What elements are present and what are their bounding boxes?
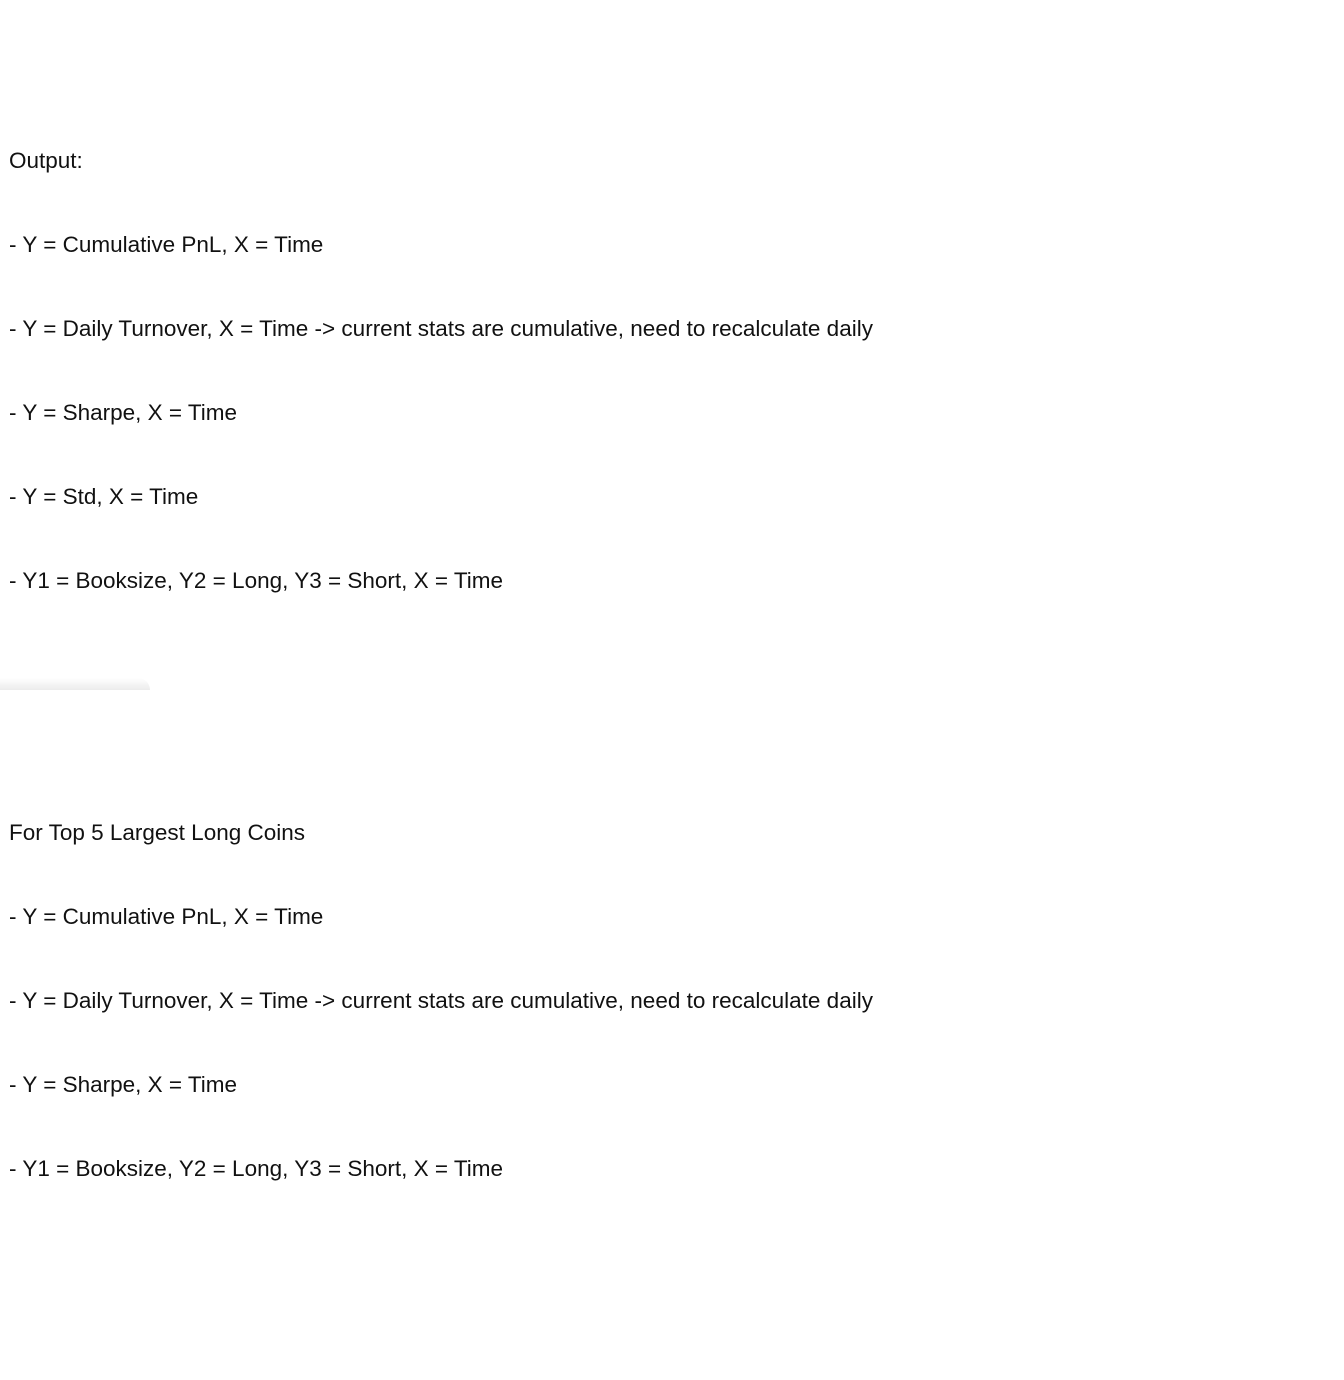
list-item: - Y = Daily Turnover, X = Time -> curren… <box>9 988 873 1013</box>
list-item: - Y = Daily Turnover, X = Time -> curren… <box>9 316 873 341</box>
list-item: - Y1 = Booksize, Y2 = Long, Y3 = Short, … <box>9 1156 504 1181</box>
document-body: Output: - Y = Cumulative PnL, X = Time -… <box>9 7 873 1380</box>
section-heading: For Top 5 Largest Long Coins <box>9 820 306 845</box>
list-item: - Y = Cumulative PnL, X = Time <box>9 904 324 929</box>
list-item: - Y = Sharpe, X = Time <box>9 400 238 425</box>
list-item: - Y1 = Booksize, Y2 = Long, Y3 = Short, … <box>9 568 504 593</box>
list-item: - Y = Sharpe, X = Time <box>9 1072 238 1097</box>
section-top5-most-profitable: For Top 5 Most Profitable (CumPnL) Long … <box>9 1351 873 1380</box>
bottom-edge-shadow <box>0 678 150 690</box>
section-output: Output: - Y = Cumulative PnL, X = Time -… <box>9 91 873 651</box>
list-item: - Y = Cumulative PnL, X = Time <box>9 232 324 257</box>
section-top5-largest-long: For Top 5 Largest Long Coins - Y = Cumul… <box>9 763 873 1239</box>
list-item: - Y = Std, X = Time <box>9 484 199 509</box>
section-heading: Output: <box>9 148 83 173</box>
